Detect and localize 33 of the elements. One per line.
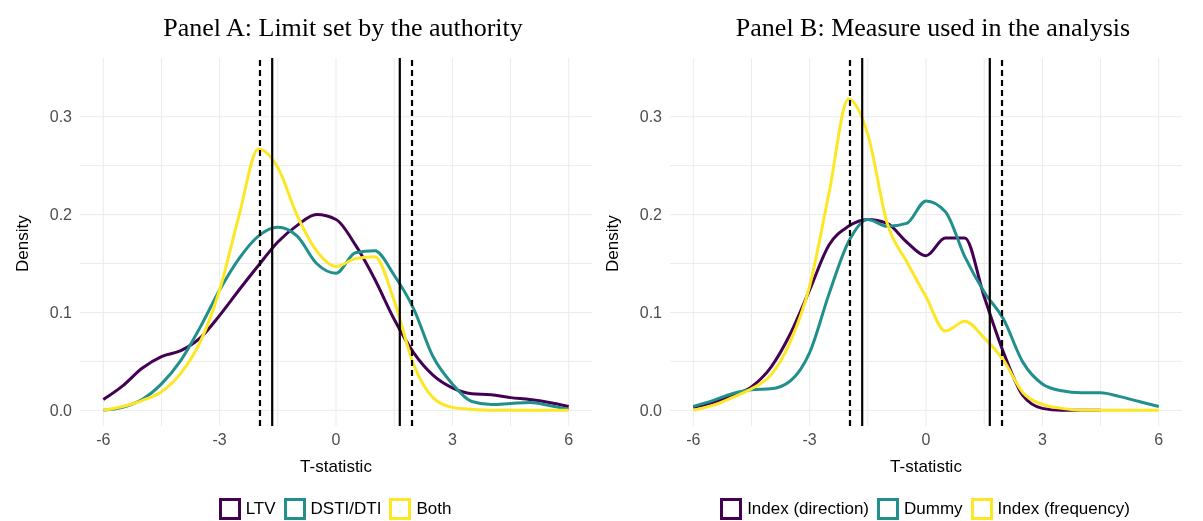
y-tick-label: 0.3	[639, 108, 663, 126]
x-tick-label: 3	[1037, 431, 1047, 449]
y-tick-label: 0.1	[639, 304, 663, 322]
y-tick-label: 0.2	[49, 206, 73, 224]
x-tick-label: -3	[212, 431, 227, 449]
x-axis-title: T-statistic	[300, 457, 373, 476]
chart-title: Panel B: Measure used in the analysis	[734, 12, 1132, 44]
y-axis-title: Density	[603, 214, 623, 272]
x-axis-title: T-statistic	[890, 457, 963, 476]
legend-label: Dummy	[904, 499, 963, 519]
line-series	[691, 97, 1161, 412]
x-tick-label: 6	[564, 431, 574, 449]
y-tick-label: 0.0	[49, 402, 73, 420]
y-tick-label: 0.0	[639, 402, 663, 420]
x-tick-label: -6	[96, 431, 111, 449]
legend-label: Both	[416, 499, 452, 519]
x-tick-label: 0	[331, 431, 341, 449]
line-series	[101, 147, 571, 412]
legend-label: Index (direction)	[747, 499, 870, 519]
legend-label: LTV	[245, 499, 276, 519]
legend-label: Index (frequency)	[997, 499, 1130, 519]
x-tick-label: 0	[921, 431, 931, 449]
x-tick-label: 3	[447, 431, 457, 449]
x-tick-label: 6	[1154, 431, 1164, 449]
line-series	[691, 199, 1161, 408]
x-tick-label: -3	[802, 431, 817, 449]
y-tick-label: 0.3	[49, 108, 73, 126]
y-tick-label: 0.2	[639, 206, 663, 224]
x-tick-label: -6	[686, 431, 701, 449]
y-axis-title: Density	[13, 214, 33, 272]
y-tick-label: 0.1	[49, 304, 73, 322]
legend-label: DSTI/DTI	[310, 499, 382, 519]
chart-title: Panel A: Limit set by the authority	[162, 12, 524, 44]
